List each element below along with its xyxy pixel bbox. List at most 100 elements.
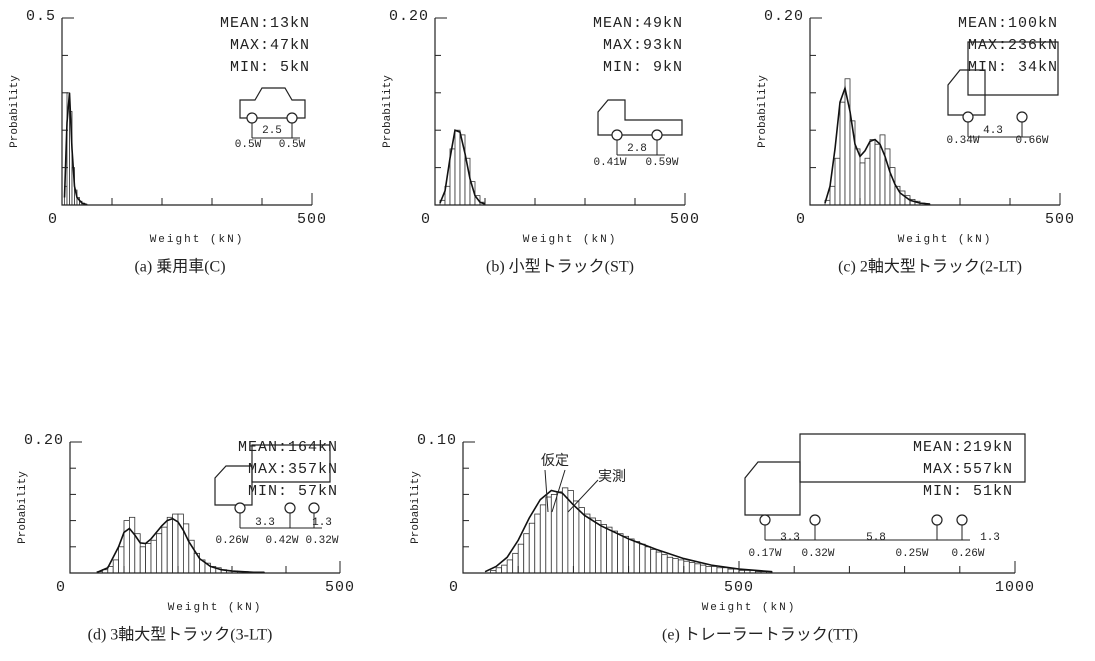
stat-line: MIN: 9kN (603, 59, 683, 76)
wheel (932, 515, 942, 525)
annotation: 仮定 (541, 453, 569, 469)
axle-dims (240, 513, 322, 528)
bar (700, 565, 706, 573)
bar (673, 559, 679, 573)
x-axis-label: Weight (kN) (168, 602, 263, 614)
stat-line: MEAN:100kN (958, 15, 1058, 32)
x-tick-label: 0 (48, 211, 58, 228)
bar (711, 566, 717, 573)
axle-load: 0.42W (265, 535, 298, 547)
bar (119, 547, 124, 573)
stat-line: MAX:557kN (923, 461, 1013, 478)
wheel (963, 112, 973, 122)
vehicle-body (598, 100, 682, 135)
axle-load: 0.5W (279, 139, 306, 151)
y-tick-label: 0.5 (26, 8, 56, 25)
bar (173, 514, 178, 573)
bar (529, 523, 535, 573)
bar (717, 568, 723, 573)
bar (722, 568, 728, 573)
axle-load: 0.59W (645, 157, 678, 169)
bar (607, 527, 613, 573)
bar (129, 517, 134, 573)
bar (584, 514, 590, 573)
vehicle-body (948, 70, 985, 115)
stat-line: MIN: 57kN (248, 483, 338, 500)
wheel (309, 503, 319, 513)
stat-line: MEAN:49kN (593, 15, 683, 32)
caption: (d) 3軸大型トラック(3-LT) (88, 626, 273, 644)
bar (706, 566, 712, 573)
stat-line: MIN: 34kN (968, 59, 1058, 76)
axle-load: 0.26W (215, 535, 248, 547)
x-tick-label: 0 (796, 211, 806, 228)
bar (612, 531, 618, 573)
bar (540, 505, 546, 573)
axle-load: 0.41W (593, 157, 626, 169)
bar (850, 121, 855, 205)
bar (546, 497, 552, 573)
bar (595, 521, 601, 573)
bar (689, 563, 695, 573)
x-tick-label: 0 (421, 211, 431, 228)
wheel (810, 515, 820, 525)
bar (162, 527, 167, 573)
axle-load: 0.26W (951, 548, 984, 560)
y-axis-label: Probability (17, 471, 29, 544)
stat-line: MEAN:164kN (238, 439, 338, 456)
wheel (235, 503, 245, 513)
bar (618, 534, 624, 573)
axle-load: 0.32W (801, 548, 834, 560)
bar (524, 534, 530, 573)
bar (684, 561, 690, 573)
bar (507, 560, 513, 573)
wheel (285, 503, 295, 513)
bar (502, 565, 508, 573)
axle-load: 0.34W (946, 135, 979, 147)
stat-line: MIN: 51kN (923, 483, 1013, 500)
x-tick-label: 0 (449, 579, 459, 596)
x-axis-label: Weight (kN) (523, 234, 618, 246)
bar (835, 158, 840, 205)
bar (601, 525, 607, 573)
wheel (612, 130, 622, 140)
axle-load: 0.25W (895, 548, 928, 560)
wheel (287, 113, 297, 123)
annotation: 実測 (598, 469, 626, 485)
bar (557, 492, 563, 573)
axle-spacing: 2.8 (627, 143, 647, 155)
axle-load: 0.66W (1015, 135, 1048, 147)
bar (455, 130, 460, 205)
axle-spacing: 3.3 (780, 532, 800, 544)
bar (151, 540, 156, 573)
axle-spacing: 5.8 (866, 532, 886, 544)
bar (634, 542, 640, 573)
wheel (1017, 112, 1027, 122)
x-tick-label: 500 (724, 579, 754, 596)
wheel (652, 130, 662, 140)
y-axis-label: Probability (9, 75, 21, 148)
bar (662, 555, 668, 573)
axle-load: 0.17W (748, 548, 781, 560)
x-axis-label: Weight (kN) (150, 234, 245, 246)
x-tick-label: 500 (297, 211, 327, 228)
y-tick-label: 0.20 (24, 432, 64, 449)
vehicle-body (745, 462, 800, 515)
stat-line: MAX:236kN (968, 37, 1058, 54)
bar (875, 144, 880, 205)
bar (496, 568, 502, 573)
stat-line: MEAN:13kN (220, 15, 310, 32)
axle-spacing: 1.3 (980, 532, 1000, 544)
y-axis-label: Probability (757, 75, 769, 148)
bar (513, 553, 519, 573)
axle-spacing: 2.5 (262, 125, 282, 137)
bar (870, 140, 875, 205)
bar (623, 536, 629, 573)
y-tick-label: 0.20 (389, 8, 429, 25)
axle-load: 0.32W (305, 535, 338, 547)
axle-spacing: 3.3 (255, 517, 275, 529)
caption: (b) 小型トラック(ST) (486, 258, 634, 276)
